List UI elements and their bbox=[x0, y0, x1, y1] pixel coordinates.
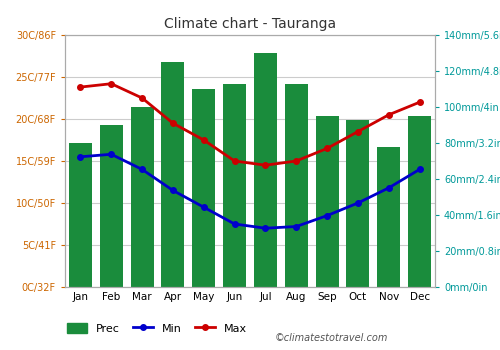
Title: Climate chart - Tauranga: Climate chart - Tauranga bbox=[164, 17, 336, 31]
Bar bbox=[100, 125, 123, 287]
Bar bbox=[130, 107, 154, 287]
Bar bbox=[69, 143, 92, 287]
Bar bbox=[192, 89, 216, 287]
Bar bbox=[408, 116, 431, 287]
Bar bbox=[377, 147, 400, 287]
Legend: Prec, Min, Max: Prec, Min, Max bbox=[67, 323, 247, 334]
Bar bbox=[223, 84, 246, 287]
Text: ©climatestotravel.com: ©climatestotravel.com bbox=[275, 333, 388, 343]
Bar bbox=[346, 120, 370, 287]
Bar bbox=[316, 116, 338, 287]
Bar bbox=[284, 84, 308, 287]
Bar bbox=[254, 53, 277, 287]
Bar bbox=[162, 62, 184, 287]
